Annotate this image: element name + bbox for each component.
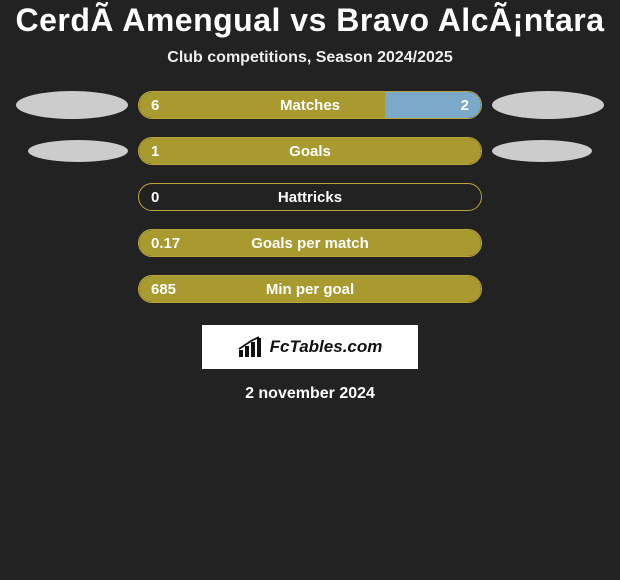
stat-bar: 6Matches2 (138, 91, 482, 119)
stat-label: Goals per match (139, 230, 481, 256)
brand-badge: FcTables.com (202, 325, 418, 369)
stat-label: Goals (139, 138, 481, 164)
stat-row: 1Goals (0, 137, 620, 165)
brand-text: FcTables.com (270, 337, 383, 357)
chart-bars-icon (238, 336, 264, 358)
player-right-marker (492, 91, 604, 119)
page-title: CerdÃ Amengual vs Bravo AlcÃ¡ntara (16, 2, 605, 39)
player-right-marker (492, 140, 592, 162)
oval-pad (492, 140, 604, 162)
stat-bar: 1Goals (138, 137, 482, 165)
stat-label: Hattricks (139, 184, 481, 210)
page-subtitle: Club competitions, Season 2024/2025 (167, 49, 452, 67)
stat-bar: 0.17Goals per match (138, 229, 482, 257)
stat-label: Matches (139, 92, 481, 118)
stat-bar: 685Min per goal (138, 275, 482, 303)
stat-bar: 0Hattricks (138, 183, 482, 211)
stat-row: 0.17Goals per match (0, 229, 620, 257)
right-value: 2 (461, 92, 469, 118)
stat-label: Min per goal (139, 276, 481, 302)
player-left-marker (16, 91, 128, 119)
player-left-marker (28, 140, 128, 162)
stat-row: 6Matches2 (0, 91, 620, 119)
footer-date: 2 november 2024 (245, 385, 375, 403)
stat-row: 0Hattricks (0, 183, 620, 211)
stats-area: 6Matches2 1Goals 0Hattricks 0.17Goals per m… (0, 91, 620, 303)
oval-pad (16, 140, 128, 162)
stat-row: 685Min per goal (0, 275, 620, 303)
comparison-infographic: CerdÃ Amengual vs Bravo AlcÃ¡ntara Club … (0, 0, 620, 403)
